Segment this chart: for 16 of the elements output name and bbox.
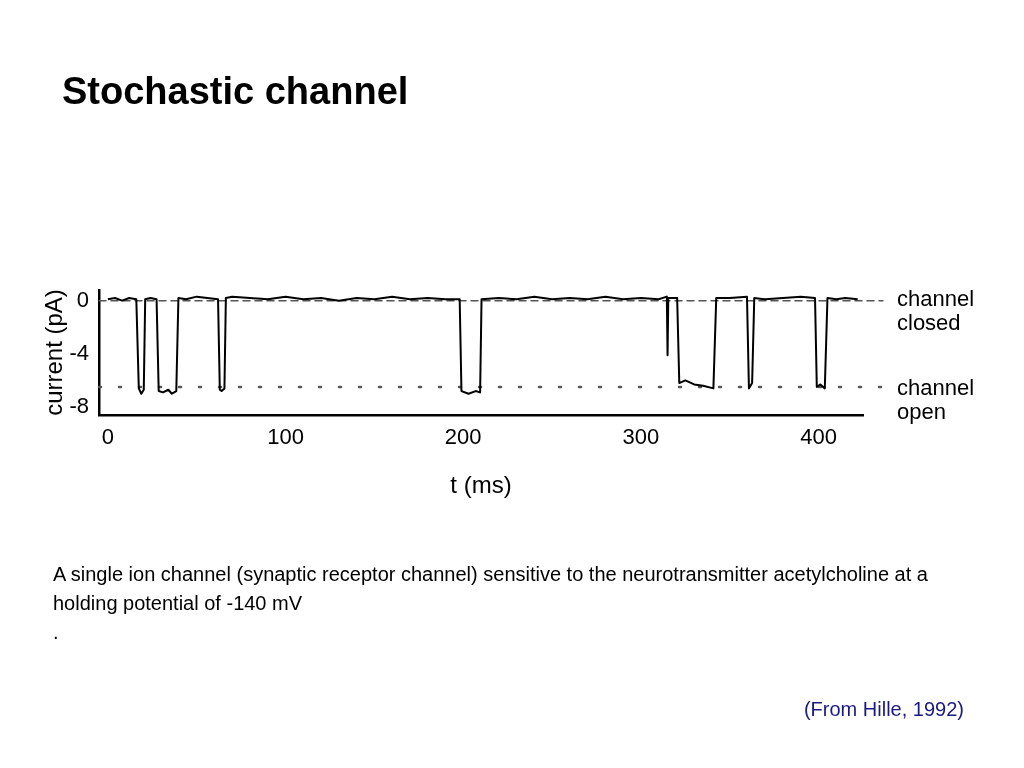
y-tick-label: 0 — [76, 286, 89, 312]
x-axis-title: t (ms) — [450, 471, 512, 499]
y-tick-label: -8 — [69, 393, 89, 419]
text: . — [53, 620, 60, 645]
text: A single ion channel (synaptic receptor channel) sensitive to the neurotransmitter acetylcholine at a holding potential of -140 mV — [53, 562, 929, 616]
text: (From Hille, 1992) — [803, 698, 964, 721]
ref-line-label: channel open — [897, 375, 975, 425]
x-tick-label: 400 — [800, 424, 837, 450]
chart-title: Stochastic channel — [62, 70, 409, 113]
ref-line-label: channel closed — [897, 285, 975, 335]
x-tick-label: 300 — [622, 424, 660, 450]
y-tick-label: -4 — [69, 339, 89, 365]
x-tick-label: 100 — [267, 424, 304, 450]
x-tick-label: 0 — [101, 424, 115, 450]
x-tick-label: 200 — [444, 424, 482, 450]
y-axis-title: current (pA) — [40, 289, 68, 416]
